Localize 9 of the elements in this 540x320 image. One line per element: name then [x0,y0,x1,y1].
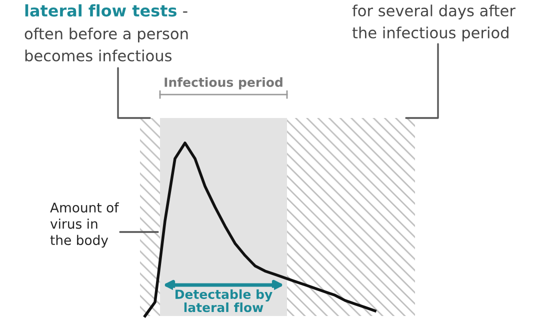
text: - [183,11,188,13]
text: Amount of virus in the body [50,202,120,248]
text: for several days after [352,4,516,20]
text: lateral flow tests [25,4,176,17]
annotation: Detectable by lateral flow [176,289,272,312]
text: becomes infectious [25,50,172,62]
text: the infectious period [352,26,508,42]
text: often before a person [24,28,188,42]
text: Infectious period [164,77,282,90]
